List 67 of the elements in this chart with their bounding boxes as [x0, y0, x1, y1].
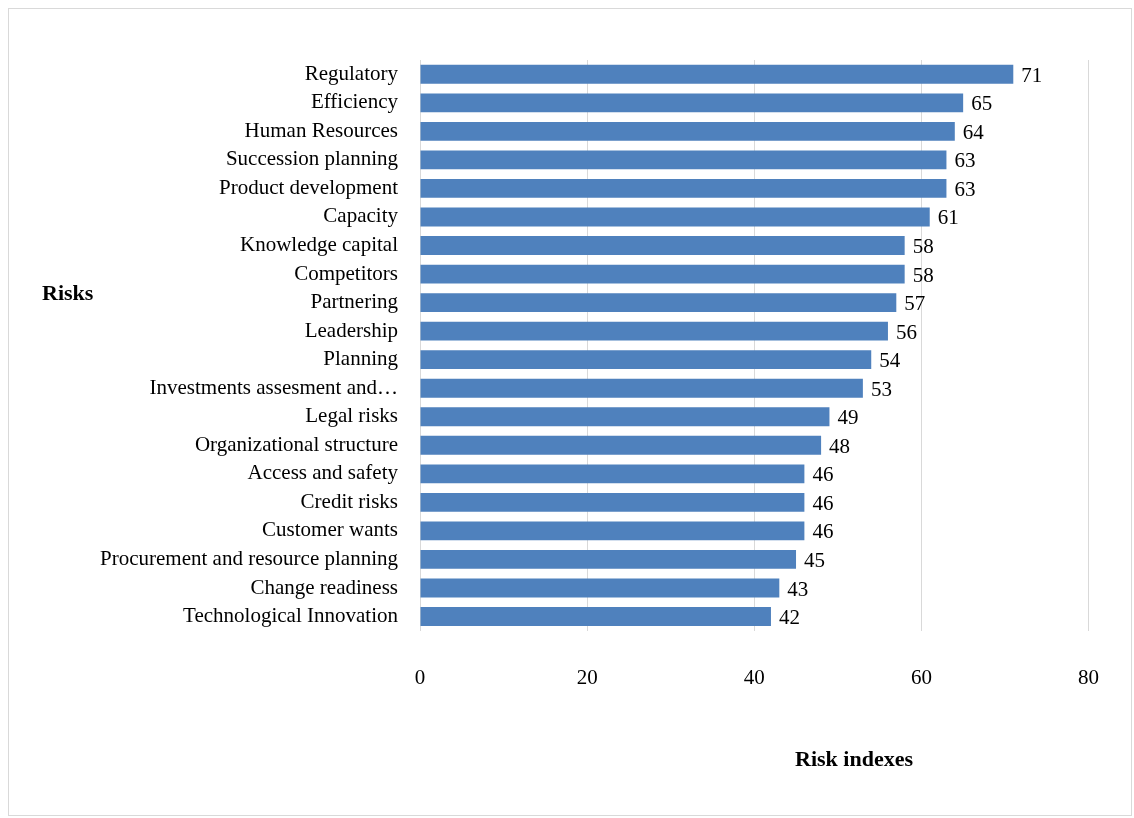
data-label: 63 [954, 176, 976, 201]
data-label: 56 [895, 319, 917, 344]
y-tick-label: Efficiency [310, 89, 399, 114]
bar [420, 121, 955, 141]
y-axis-title: Risks [42, 280, 94, 306]
bar [420, 521, 805, 541]
y-tick-label: Product development [218, 174, 399, 199]
bar [420, 264, 905, 284]
y-tick-label: Knowledge capital [239, 232, 399, 257]
data-label: 46 [812, 490, 834, 515]
bar [420, 607, 771, 626]
y-tick-label: Capacity [323, 203, 399, 228]
y-tick-label: Legal risks [305, 403, 398, 428]
y-tick-label: Organizational structure [194, 431, 398, 456]
y-tick-label: Credit risks [300, 488, 398, 513]
data-label: 58 [912, 234, 934, 259]
y-tick-label: Technological Innovation [183, 603, 399, 628]
data-label: 45 [804, 547, 826, 572]
bar [420, 435, 822, 455]
bar [420, 350, 872, 370]
x-tick-label: 20 [576, 664, 598, 689]
bar [420, 378, 863, 398]
data-label: 48 [829, 433, 851, 458]
x-tick-label: 40 [743, 664, 765, 689]
y-tick-label: Competitors [294, 260, 398, 285]
y-tick-label: Regulatory [304, 60, 399, 85]
data-label: 57 [904, 291, 926, 316]
bar [420, 236, 905, 255]
bar [420, 93, 964, 113]
data-label: 53 [870, 376, 892, 401]
x-tick-label: 60 [910, 664, 932, 689]
y-tick-label: Investments assesment and… [149, 374, 398, 399]
data-label: 63 [954, 148, 976, 173]
bar [420, 550, 797, 569]
bar [420, 293, 897, 313]
data-label: 49 [837, 405, 859, 430]
data-label: 42 [778, 605, 800, 630]
data-label: 71 [1021, 62, 1043, 87]
data-label: 58 [912, 262, 934, 287]
y-tick-label: Leadership [304, 317, 398, 342]
bar [420, 407, 830, 427]
data-label: 61 [937, 205, 959, 230]
x-axis-title: Risk indexes [795, 746, 913, 772]
y-tick-label: Succession planning [225, 146, 399, 171]
y-tick-label: Human Resources [244, 117, 398, 142]
data-label: 54 [879, 348, 901, 373]
y-tick-label: Procurement and resource planning [100, 545, 399, 570]
bar [420, 64, 1014, 84]
bar [420, 207, 930, 227]
bar [420, 179, 947, 198]
data-label: 43 [787, 576, 809, 601]
y-tick-label: Customer wants [262, 517, 398, 542]
y-tick-label: Change readiness [250, 574, 398, 599]
y-tick-label: Planning [323, 346, 399, 371]
data-label: 46 [812, 462, 834, 487]
bar [420, 492, 805, 512]
bar [420, 464, 805, 484]
x-tick-label: 0 [414, 664, 426, 689]
x-tick-label: 80 [1078, 664, 1099, 689]
data-label: 65 [971, 91, 993, 116]
bar [420, 578, 780, 598]
data-label: 64 [962, 119, 985, 144]
bar [420, 150, 947, 170]
bar [420, 321, 888, 341]
y-tick-label: Access and safety [247, 460, 399, 485]
data-label: 46 [812, 519, 834, 544]
y-tick-label: Partnering [310, 289, 399, 314]
